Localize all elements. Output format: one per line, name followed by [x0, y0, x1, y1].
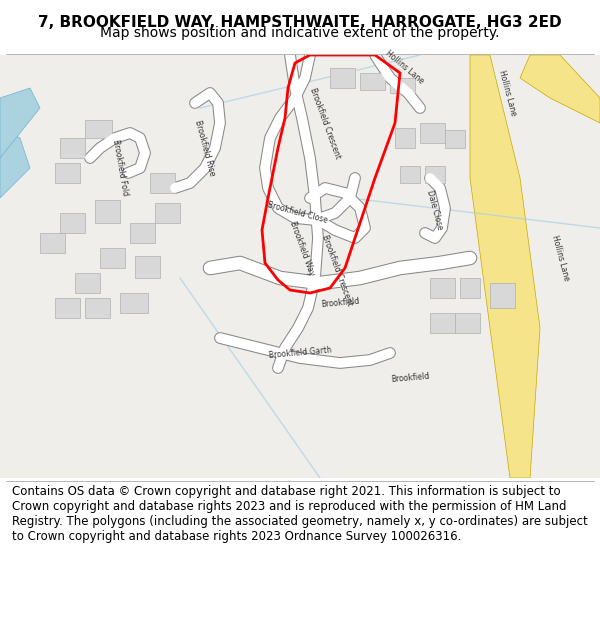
- Bar: [430, 313, 455, 333]
- Bar: [100, 248, 125, 268]
- Polygon shape: [0, 128, 30, 198]
- Text: Brookfield Garth: Brookfield Garth: [268, 346, 332, 360]
- Bar: [425, 166, 445, 183]
- Bar: [445, 130, 465, 148]
- Bar: [395, 128, 415, 148]
- Bar: [150, 173, 175, 193]
- Bar: [60, 138, 85, 158]
- Text: Map shows position and indicative extent of the property.: Map shows position and indicative extent…: [100, 26, 500, 39]
- Bar: [330, 68, 355, 88]
- Bar: [55, 163, 80, 183]
- Text: Brookfield: Brookfield: [320, 297, 359, 309]
- Bar: [430, 278, 455, 298]
- Text: Hollins Lane: Hollins Lane: [550, 234, 571, 282]
- Bar: [420, 123, 445, 143]
- Bar: [95, 200, 120, 223]
- Text: Hollins Lane: Hollins Lane: [384, 49, 426, 86]
- Bar: [400, 166, 420, 183]
- Bar: [460, 278, 480, 298]
- Text: Brookfield Close: Brookfield Close: [267, 201, 329, 226]
- Text: Dale Close: Dale Close: [425, 189, 445, 231]
- Bar: [60, 213, 85, 233]
- Text: Brookfield Crescent: Brookfield Crescent: [308, 86, 342, 160]
- Text: Brookfield: Brookfield: [391, 372, 430, 384]
- Bar: [155, 203, 180, 223]
- Polygon shape: [0, 88, 40, 158]
- Text: Brookfield Fold: Brookfield Fold: [110, 139, 130, 197]
- Bar: [40, 233, 65, 253]
- Text: Hollins Lane: Hollins Lane: [497, 69, 517, 117]
- Bar: [390, 78, 415, 93]
- Polygon shape: [520, 55, 600, 123]
- Text: Brookfield Crescent: Brookfield Crescent: [320, 233, 354, 307]
- Bar: [120, 293, 148, 313]
- Text: 7, BROOKFIELD WAY, HAMPSTHWAITE, HARROGATE, HG3 2ED: 7, BROOKFIELD WAY, HAMPSTHWAITE, HARROGA…: [38, 16, 562, 31]
- Bar: [455, 313, 480, 333]
- Bar: [85, 298, 110, 318]
- Bar: [135, 256, 160, 278]
- Bar: [130, 223, 155, 243]
- Bar: [55, 298, 80, 318]
- Text: Brookfield Way: Brookfield Way: [288, 219, 316, 276]
- Text: Contains OS data © Crown copyright and database right 2021. This information is : Contains OS data © Crown copyright and d…: [12, 486, 588, 543]
- Text: Brookfield Rise: Brookfield Rise: [193, 119, 217, 177]
- Bar: [75, 273, 100, 293]
- Bar: [360, 73, 385, 90]
- Polygon shape: [470, 55, 540, 478]
- Bar: [85, 120, 112, 138]
- Bar: [490, 283, 515, 308]
